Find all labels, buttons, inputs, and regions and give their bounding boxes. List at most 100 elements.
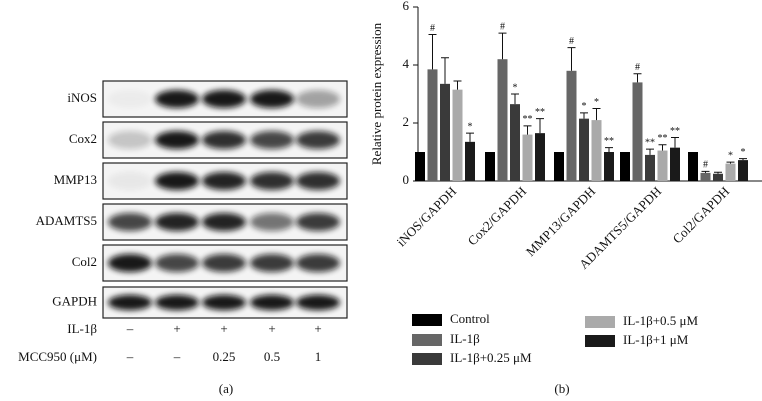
blot-band [296,131,340,149]
error-bar [671,137,679,148]
significance-mark: ** [658,133,668,144]
legend-swatch [585,335,615,347]
lane-label: + [268,321,275,336]
significance-mark: # [635,62,640,73]
legend-swatch [412,353,442,365]
error-bar [428,34,437,70]
blot-band [202,294,246,311]
bar [645,154,655,181]
significance-mark: * [728,150,733,161]
y-tick-label: 0 [403,172,410,187]
error-bar [658,144,667,151]
significance-mark: ** [604,136,614,147]
bar [670,147,680,181]
bar [427,69,438,181]
legend-swatch [412,314,442,326]
y-tick-label: 4 [403,56,410,71]
blot-band [202,131,246,149]
bar [591,120,602,181]
blot-band [202,213,246,231]
bar [632,82,643,181]
lane-label: – [126,321,134,336]
bar [738,160,748,181]
error-bar [466,132,474,142]
error-bar [567,47,576,71]
blot-band [250,131,294,149]
protein-label: Col2 [72,254,97,269]
bar [700,172,711,181]
bar [415,152,425,181]
blot-band [250,90,294,108]
panel-label: (b) [554,381,569,396]
treatment-label: MCC950 (μM) [18,349,97,364]
bar [688,152,698,181]
y-tick-label: 6 [403,0,410,13]
lane-label: 0.25 [213,349,236,364]
significance-mark: * [582,101,587,112]
lane-label: – [173,349,181,364]
blot-band [108,90,152,108]
protein-label: iNOS [67,90,97,105]
significance-mark: ** [670,126,680,137]
error-bar [453,80,462,90]
blot-band [296,254,340,272]
significance-mark: # [500,21,505,32]
blot-band [202,254,246,272]
x-tick-label: Col2/GAPDH [670,184,733,247]
bar [497,59,508,182]
legend-label: IL-1β+0.5 μM [623,313,699,328]
error-bar [536,118,544,134]
significance-mark: ** [535,107,545,118]
y-axis-label: Relative protein expression [369,22,384,165]
error-bar [714,171,722,174]
blot-band [296,294,340,311]
error-bar [739,158,747,161]
protein-label: Cox2 [69,131,97,146]
blot-band [296,90,340,108]
bar [566,70,577,181]
significance-mark: * [513,82,518,93]
bar [604,152,614,181]
error-bar [580,112,588,119]
bar [485,152,495,181]
legend-label: IL-1β [450,331,480,346]
legend-label: IL-1β+1 μM [623,332,689,347]
protein-label: ADAMTS5 [36,213,97,228]
blot-band [108,131,152,149]
error-bar [498,32,507,60]
error-bar [592,108,601,121]
significance-mark: # [430,23,435,34]
blot-band [108,213,152,231]
blot-band [250,172,294,190]
significance-mark: * [741,147,746,158]
blot-band [108,294,152,311]
bar [713,173,723,181]
bar [440,83,450,181]
bar [465,141,475,181]
x-tick-label: Cox2/GAPDH [464,184,529,249]
blot-band [296,172,340,190]
bar [620,152,630,181]
error-bar [523,125,532,135]
legend-swatch [412,334,442,346]
blot-band [296,213,340,231]
significance-mark: # [569,36,574,47]
bar [579,118,589,181]
blot-band [250,213,294,231]
error-bar [511,93,519,105]
blot-band [155,172,199,190]
error-bar [605,147,613,152]
blot-band [108,254,152,272]
y-tick-label: 2 [403,114,410,129]
x-tick-label: iNOS/GAPDH [393,184,459,250]
blot-band [155,213,199,231]
bar [452,89,463,181]
bar [522,134,533,181]
lane-label: – [126,349,134,364]
blot-band [155,254,199,272]
bar [554,152,564,181]
significance-mark: * [594,97,599,108]
error-bar [646,148,654,155]
blot-band [155,90,199,108]
bar [725,163,736,181]
